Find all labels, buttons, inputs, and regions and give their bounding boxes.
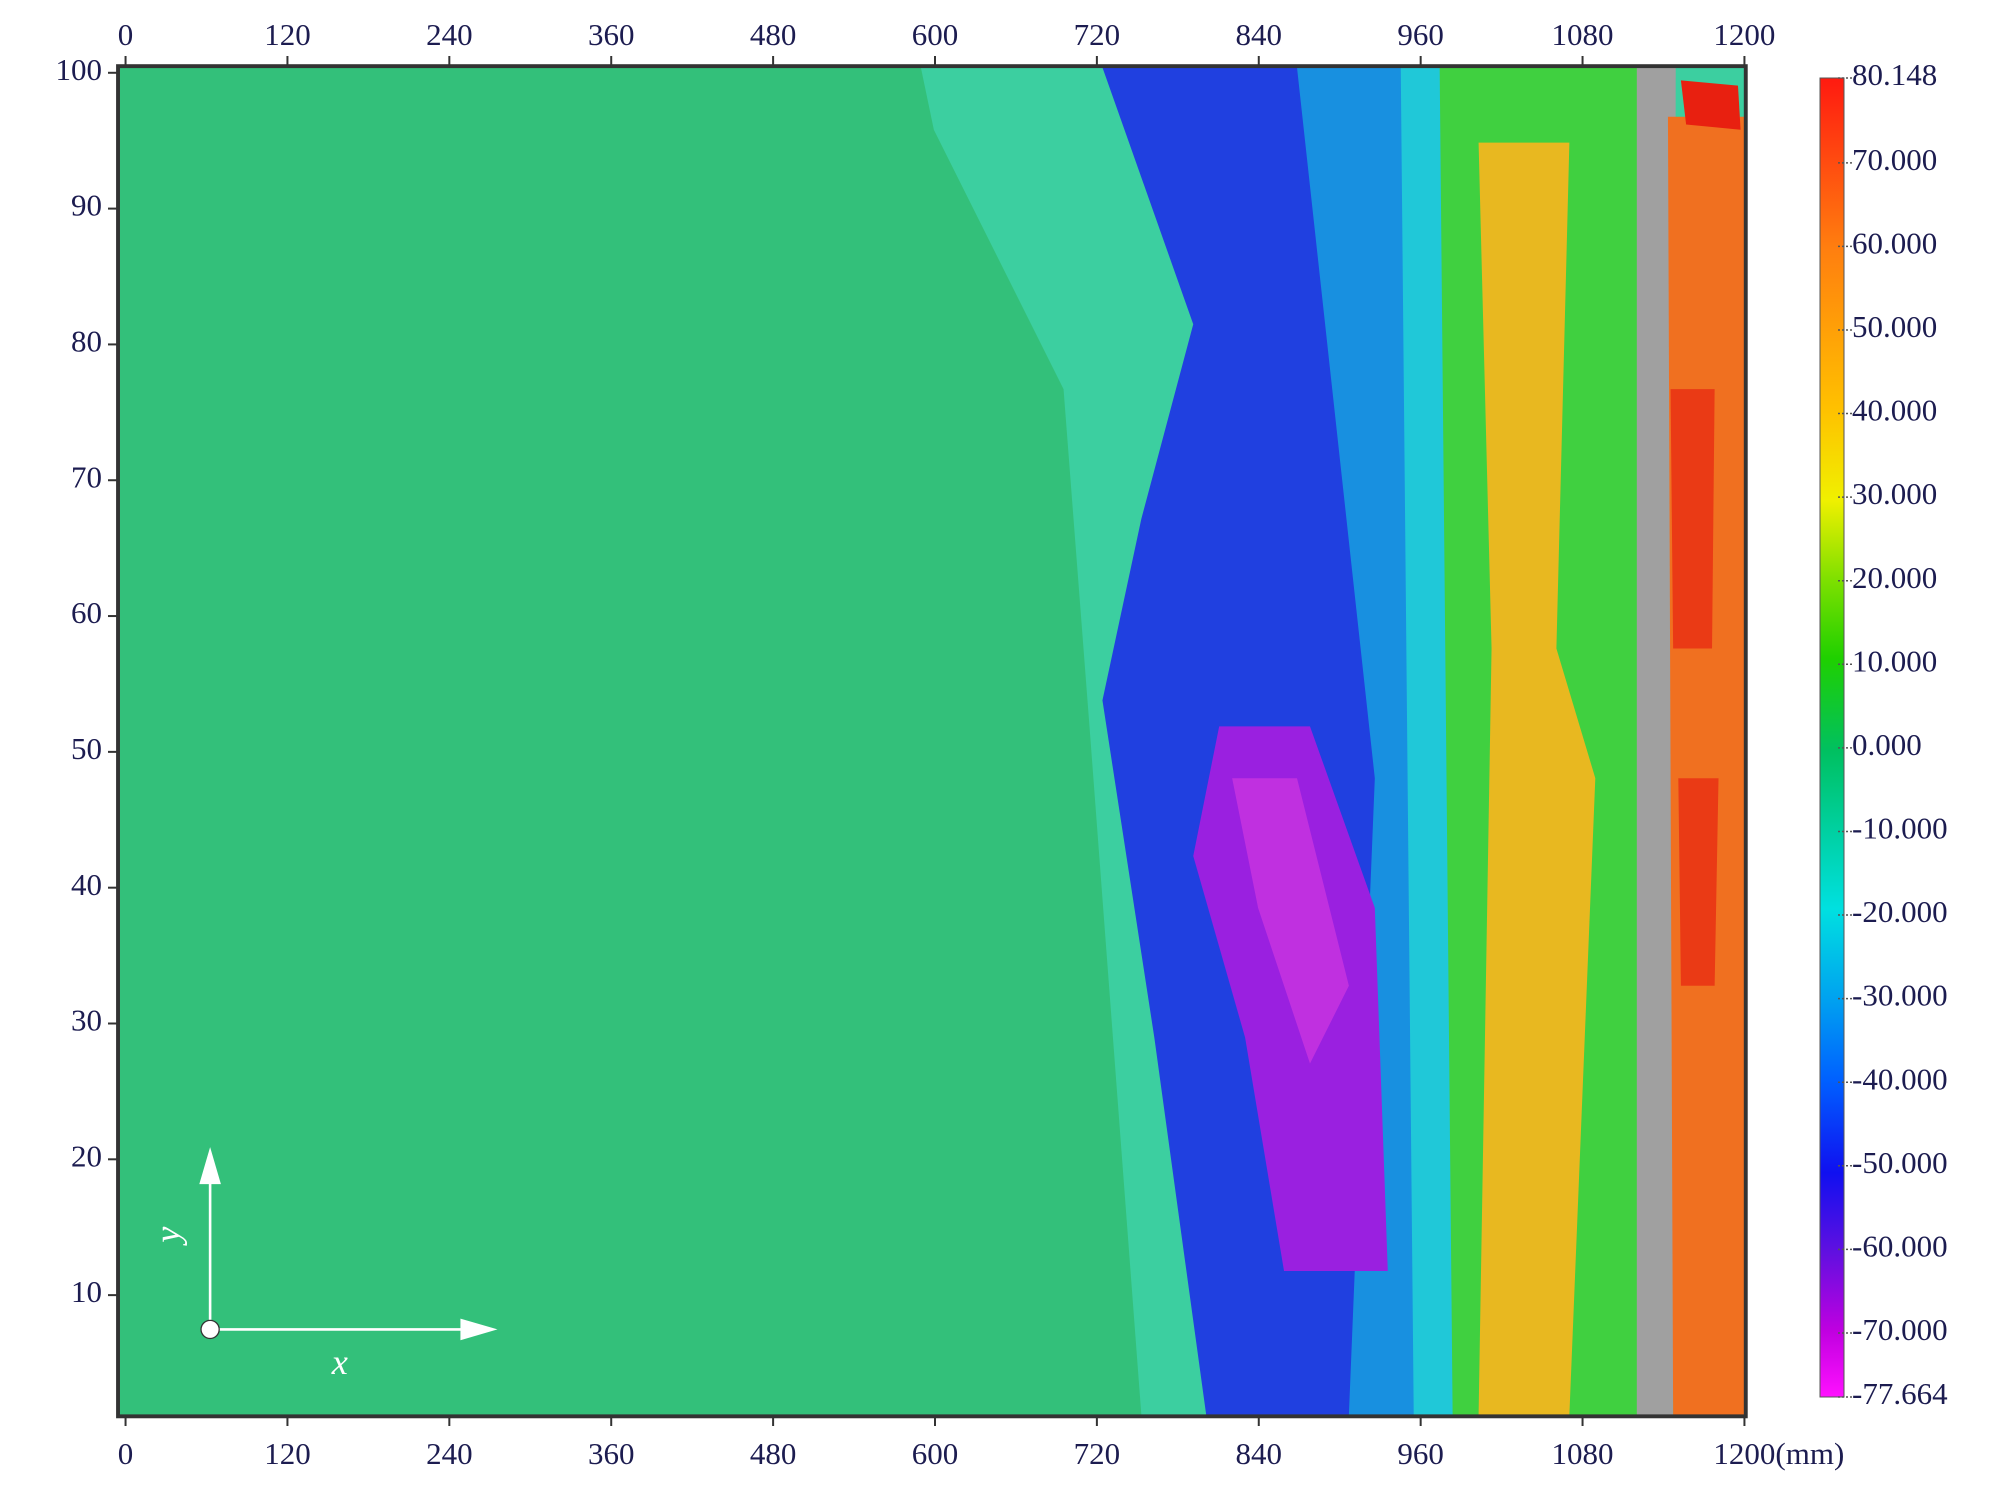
x-tick-label: 720	[1074, 1436, 1121, 1471]
y-tick-label: 50	[71, 731, 102, 766]
surface-region	[1678, 778, 1719, 986]
colorbar-tick-label: 10.000	[1852, 643, 1937, 678]
y-tick-label: 80	[71, 324, 102, 359]
x-tick-label-top: 240	[426, 17, 473, 52]
y-tick-label: 90	[71, 188, 102, 223]
y-tick-label: 30	[71, 1003, 102, 1038]
colorbar-tick-label: -30.000	[1852, 978, 1948, 1013]
x-tick-label-top: 720	[1074, 17, 1121, 52]
x-tick-label-top: 0	[118, 17, 134, 52]
y-tick-label: 20	[71, 1138, 102, 1173]
x-tick-label: 1080	[1552, 1436, 1614, 1471]
colorbar-tick-label: 30.000	[1852, 476, 1937, 511]
surface-region	[1670, 389, 1715, 649]
x-tick-label: 120	[264, 1436, 311, 1471]
icon-arrowhead	[460, 1318, 498, 1341]
surface-region	[1478, 142, 1596, 1416]
surface-region	[1667, 116, 1745, 1416]
x-tick-label-top: 1200	[1713, 17, 1775, 52]
x-tick-label-top: 120	[264, 17, 311, 52]
colorbar-tick-label: 60.000	[1852, 226, 1937, 261]
icon-arrowhead	[199, 1147, 221, 1185]
icon-y-label: y	[148, 1226, 188, 1247]
x-unit: (mm)	[1775, 1436, 1844, 1471]
colorbar-tick-label: -20.000	[1852, 894, 1948, 929]
x-tick-label: 600	[912, 1436, 959, 1471]
surface-region	[1400, 67, 1453, 1416]
x-tick-label-top: 480	[750, 17, 797, 52]
surface-region	[1232, 778, 1349, 1064]
colorbar-tick-label: 50.000	[1852, 309, 1937, 344]
colorbar-tick-label: -60.000	[1852, 1228, 1948, 1263]
icon-x-label: x	[331, 1342, 348, 1382]
x-tick-label-top: 1080	[1552, 17, 1614, 52]
y-tick-label: 40	[71, 867, 102, 902]
surface: x y	[116, 64, 1748, 1419]
colorbar-tick-label: -10.000	[1852, 811, 1948, 846]
x-tick-label-top: 360	[588, 17, 635, 52]
x-tick-label: 360	[588, 1436, 635, 1471]
x-tick-label: 960	[1397, 1436, 1444, 1471]
surface-region	[1636, 67, 1676, 1416]
colorbar-tick-label: 80.148	[1852, 57, 1937, 92]
x-tick-label-top: 840	[1236, 17, 1283, 52]
plot-frame	[116, 64, 1748, 1419]
x-tick-label: 1200	[1713, 1436, 1775, 1471]
y-tick-label: 70	[71, 459, 102, 494]
axis-icon	[199, 1147, 498, 1341]
colorbar-tick-label: 20.000	[1852, 560, 1937, 595]
colorbar-tick-label: 40.000	[1852, 393, 1937, 428]
colorbar-tick-label: -50.000	[1852, 1145, 1948, 1180]
colorbar-tick-label: -40.000	[1852, 1061, 1948, 1096]
y-tick-label: 60	[71, 595, 102, 630]
icon-origin	[200, 1319, 220, 1340]
x-tick-label-top: 960	[1397, 17, 1444, 52]
y-tick-label: 10	[71, 1274, 102, 1309]
x-tick-label: 840	[1236, 1436, 1283, 1471]
colorbar-tick-label: -70.000	[1852, 1312, 1948, 1347]
x-tick-label: 240	[426, 1436, 473, 1471]
colorbar-tick-label: 0.000	[1852, 727, 1922, 762]
x-tick-label: 480	[750, 1436, 797, 1471]
y-tick-label: 100	[56, 52, 103, 87]
surface-region	[1680, 80, 1741, 130]
x-tick-label: 0	[118, 1436, 134, 1471]
x-tick-label-top: 600	[912, 17, 959, 52]
colorbar-tick-label: 70.000	[1852, 142, 1937, 177]
colorbar-tick-label: -77.664	[1852, 1376, 1948, 1411]
colorbar	[1819, 77, 1845, 1398]
